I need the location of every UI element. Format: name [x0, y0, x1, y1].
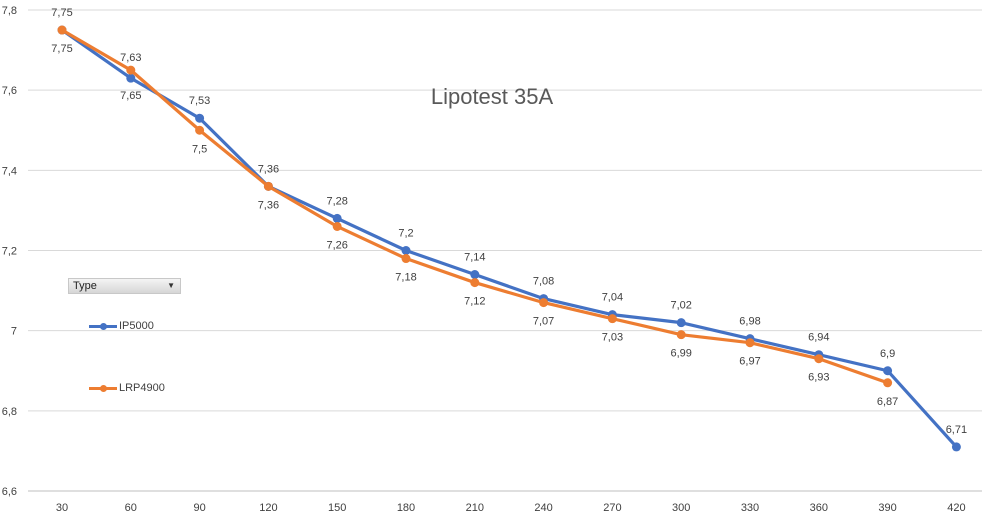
- data-labels: 7,75 7,63 7,53 7,36 7,28 7,2 7,14 7,08 7,04 7,02 6…: [51, 7, 967, 436]
- data-point: [676, 330, 686, 340]
- x-tick-label: 360: [810, 502, 828, 514]
- x-tick-label: 240: [534, 502, 552, 514]
- dropdown-arrow-icon: ▼: [167, 281, 175, 290]
- data-label: 7,07: [533, 316, 554, 328]
- data-point: [676, 318, 686, 328]
- data-label: 7,63: [120, 52, 141, 64]
- y-tick-label: 7,6: [2, 85, 17, 97]
- data-label: 7,53: [189, 95, 210, 107]
- data-point: [126, 65, 136, 75]
- data-point: [883, 366, 893, 376]
- data-label: 7,02: [670, 300, 691, 312]
- data-label: 6,93: [808, 372, 829, 384]
- legend-line-icon: [89, 322, 117, 330]
- y-tick-label: 7: [11, 326, 17, 338]
- data-label: 7,26: [326, 239, 347, 251]
- data-point: [539, 298, 549, 308]
- y-tick-label: 7,2: [2, 246, 17, 258]
- data-point: [951, 442, 961, 452]
- data-label: 7,36: [258, 199, 279, 211]
- data-label: 7,75: [51, 7, 72, 19]
- x-tick-label: 180: [397, 502, 415, 514]
- x-tick-label: 300: [672, 502, 690, 514]
- data-label: 7,65: [120, 90, 141, 102]
- data-label: 6,98: [739, 316, 760, 328]
- legend-entry-lrp4900: LRP4900: [89, 381, 165, 395]
- data-label: 6,87: [877, 396, 898, 408]
- x-tick-label: 330: [741, 502, 759, 514]
- data-point: [401, 254, 411, 264]
- data-point: [814, 354, 824, 364]
- data-label: 7,14: [464, 252, 485, 264]
- x-tick-label: 60: [125, 502, 137, 514]
- data-point: [470, 270, 480, 280]
- x-tick-label: 390: [878, 502, 896, 514]
- data-point: [745, 338, 755, 348]
- data-label: 7,03: [602, 332, 623, 344]
- data-point: [607, 314, 617, 324]
- data-label: 7,12: [464, 296, 485, 308]
- data-point: [332, 213, 342, 223]
- x-tick-label: 120: [259, 502, 277, 514]
- data-point: [470, 278, 480, 288]
- data-point: [57, 25, 67, 35]
- x-tick-label: 30: [56, 502, 68, 514]
- legend-label: LRP4900: [119, 382, 165, 394]
- data-label: 7,08: [533, 276, 554, 288]
- data-label: 6,94: [808, 332, 829, 344]
- x-tick-label: 210: [466, 502, 484, 514]
- data-point: [195, 125, 205, 135]
- data-point: [195, 113, 205, 123]
- data-label: 7,2: [398, 228, 413, 240]
- gridlines: [28, 9, 982, 492]
- data-label: 7,28: [326, 195, 347, 207]
- type-filter-button[interactable]: Type ▼: [68, 278, 181, 294]
- data-label: 7,75: [51, 43, 72, 55]
- y-tick-label: 6,6: [2, 486, 17, 498]
- series-lines: [57, 25, 961, 452]
- chart-title: Lipotest 35A: [431, 84, 554, 109]
- data-label: 6,99: [670, 348, 691, 360]
- data-label: 7,5: [192, 143, 207, 155]
- series-line-ip5000: [61, 28, 958, 448]
- data-label: 7,04: [602, 292, 623, 304]
- data-point: [126, 73, 136, 83]
- data-label: 6,97: [739, 356, 760, 368]
- data-point: [332, 221, 342, 231]
- data-label: 6,9: [880, 348, 895, 360]
- y-tick-label: 7,4: [2, 165, 17, 177]
- y-tick-label: 6,8: [2, 406, 17, 418]
- x-tick-label: 420: [947, 502, 965, 514]
- legend-entry-ip5000: IP5000: [89, 319, 154, 333]
- y-tick-label: 7,8: [2, 5, 17, 17]
- data-point: [401, 246, 411, 255]
- legend-label: IP5000: [119, 320, 154, 332]
- data-point: [263, 181, 273, 191]
- series-line-lrp4900: [61, 28, 889, 385]
- x-tick-label: 150: [328, 502, 346, 514]
- axis-ticks: 6,66,877,27,47,67,830 60 90 120 150 180 210 240…: [2, 5, 966, 514]
- data-label: 6,71: [946, 424, 967, 436]
- legend-line-icon: [89, 384, 117, 392]
- x-tick-label: 90: [193, 502, 205, 514]
- data-label: 7,18: [395, 272, 416, 284]
- type-filter-label: Type: [73, 280, 97, 292]
- x-tick-label: 270: [603, 502, 621, 514]
- data-label: 7,36: [258, 163, 279, 175]
- data-point: [883, 378, 893, 388]
